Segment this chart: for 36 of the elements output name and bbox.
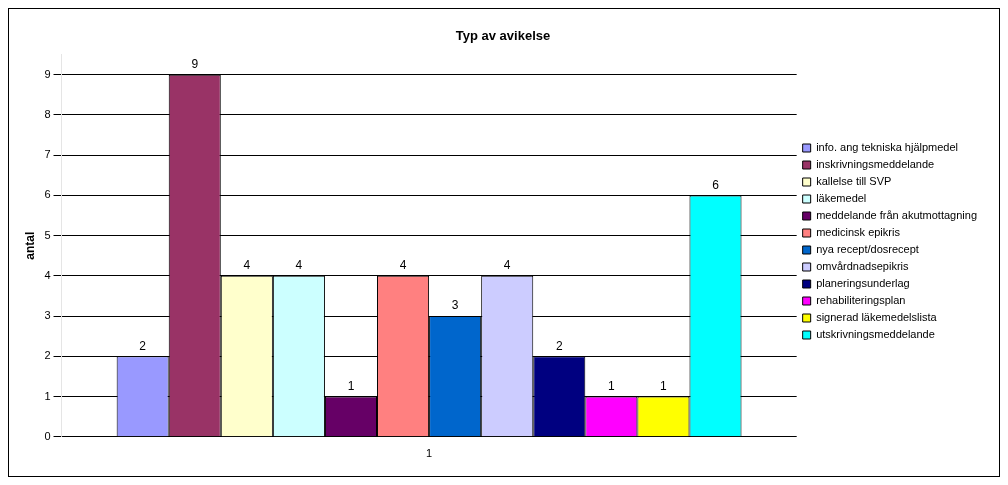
- legend-label: signerad läkemedelslista: [816, 311, 938, 324]
- legend-label: meddelande från akutmottagning: [816, 209, 978, 222]
- chart-title: Typ av avikelse: [455, 28, 551, 44]
- data-label: 9: [191, 57, 199, 72]
- data-label: 4: [503, 258, 511, 273]
- y-tick-label: 5: [44, 228, 51, 241]
- y-tick-label: 2: [44, 349, 51, 362]
- y-tick-label: 0: [44, 429, 51, 442]
- data-label: 4: [399, 258, 407, 273]
- legend-label: info. ang tekniska hjälpmedel: [816, 141, 959, 154]
- data-label: 1: [660, 378, 668, 393]
- data-label: 2: [139, 338, 147, 353]
- data-label: 6: [712, 177, 720, 192]
- y-axis-title: antal: [22, 231, 37, 260]
- data-label: 2: [555, 338, 563, 353]
- data-label: 4: [295, 258, 303, 273]
- legend-label: läkemedel: [816, 192, 867, 205]
- legend-label: planeringsunderlag: [816, 277, 910, 290]
- legend-label: rehabiliteringsplan: [816, 294, 906, 307]
- data-label: 4: [243, 258, 251, 273]
- y-tick-label: 7: [44, 148, 51, 161]
- y-tick-label: 8: [44, 107, 51, 120]
- data-label: 1: [347, 378, 355, 393]
- legend-label: medicinsk epikris: [816, 226, 901, 239]
- y-tick-label: 9: [44, 67, 51, 80]
- legend-label: utskrivningsmeddelande: [816, 328, 935, 341]
- y-tick-label: 4: [44, 268, 51, 281]
- data-label: 1: [608, 378, 616, 393]
- y-tick-label: 6: [44, 188, 51, 201]
- y-tick-label: 1: [44, 389, 51, 402]
- legend-label: inskrivningsmeddelande: [816, 158, 935, 171]
- legend-label: kallelse till SVP: [816, 175, 892, 188]
- legend-label: omvårdnadsepikris: [816, 260, 909, 273]
- legend-label: nya recept/dosrecept: [816, 243, 919, 256]
- y-tick-label: 3: [44, 309, 51, 322]
- data-label: 3: [451, 298, 459, 313]
